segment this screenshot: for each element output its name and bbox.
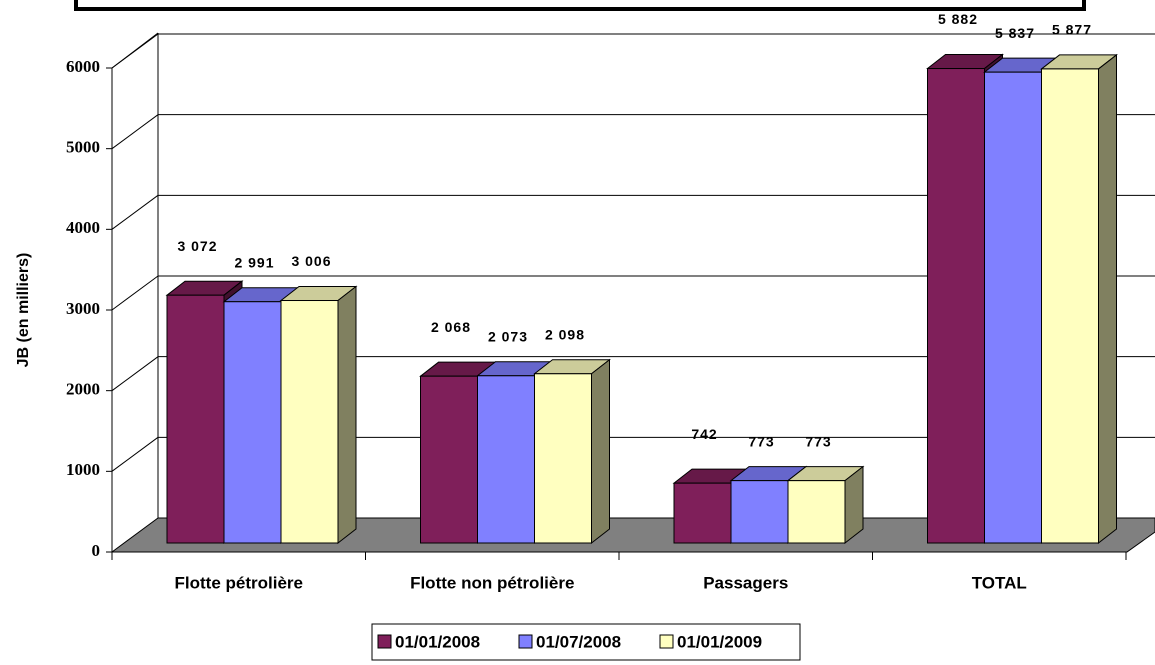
- bar-side: [1098, 53, 1117, 545]
- bar: [223, 301, 282, 544]
- x-tick-label: TOTAL: [972, 573, 1027, 592]
- grid-line: [111, 33, 159, 69]
- y-tick-label: 6000: [66, 57, 100, 76]
- grid-line: [111, 275, 159, 311]
- value-label: 773: [805, 433, 831, 449]
- value-label: 2 991: [234, 254, 274, 270]
- y-tick-label: 4000: [66, 218, 100, 237]
- value-label: 773: [748, 433, 774, 449]
- grid-line: [111, 194, 159, 230]
- bar: [477, 375, 535, 544]
- legend-swatch: [518, 634, 533, 649]
- legend: [371, 623, 801, 661]
- value-label: 742: [691, 426, 717, 442]
- y-tick-label: 3000: [66, 299, 100, 318]
- y-tick-label: 5000: [66, 138, 100, 157]
- bar-side: [337, 285, 357, 545]
- bar: [984, 71, 1042, 544]
- legend-label: 01/01/2009: [677, 632, 762, 651]
- value-label: 2 098: [545, 326, 585, 342]
- y-axis-label: JB (en milliers): [15, 253, 32, 368]
- legend-swatch: [377, 634, 392, 649]
- bar: [927, 68, 985, 544]
- x-tick-label: Flotte pétrolière: [175, 573, 303, 592]
- value-label: 5 877: [1052, 22, 1092, 38]
- legend-swatch: [659, 634, 674, 649]
- bar: [787, 480, 846, 544]
- value-label: 5 882: [938, 11, 978, 27]
- value-label: 5 837: [995, 25, 1035, 41]
- legend-label: 01/01/2008: [395, 632, 480, 651]
- bar-side: [844, 465, 864, 545]
- y-tick-label: 0: [92, 541, 101, 560]
- bar: [420, 375, 478, 544]
- bar: [673, 482, 732, 544]
- bar: [1041, 68, 1099, 544]
- bar: [166, 294, 225, 544]
- value-label: 2 073: [488, 328, 528, 344]
- bar: [730, 480, 789, 544]
- grid-line: [111, 436, 159, 472]
- bar: [534, 373, 592, 544]
- value-label: 2 068: [431, 319, 471, 335]
- value-label: 3 006: [291, 253, 331, 269]
- x-tick-label: Flotte non pétrolière: [410, 573, 574, 592]
- grid-line: [111, 114, 159, 150]
- grid-line: [111, 356, 159, 392]
- title-frame: [74, 0, 1086, 11]
- value-label: 3 072: [177, 238, 217, 254]
- y-tick-label: 2000: [66, 380, 100, 399]
- bar: [280, 300, 339, 544]
- bar-side: [591, 358, 610, 545]
- y-tick-label: 1000: [66, 460, 100, 479]
- x-tick-label: Passagers: [703, 573, 788, 592]
- legend-label: 01/07/2008: [536, 632, 621, 651]
